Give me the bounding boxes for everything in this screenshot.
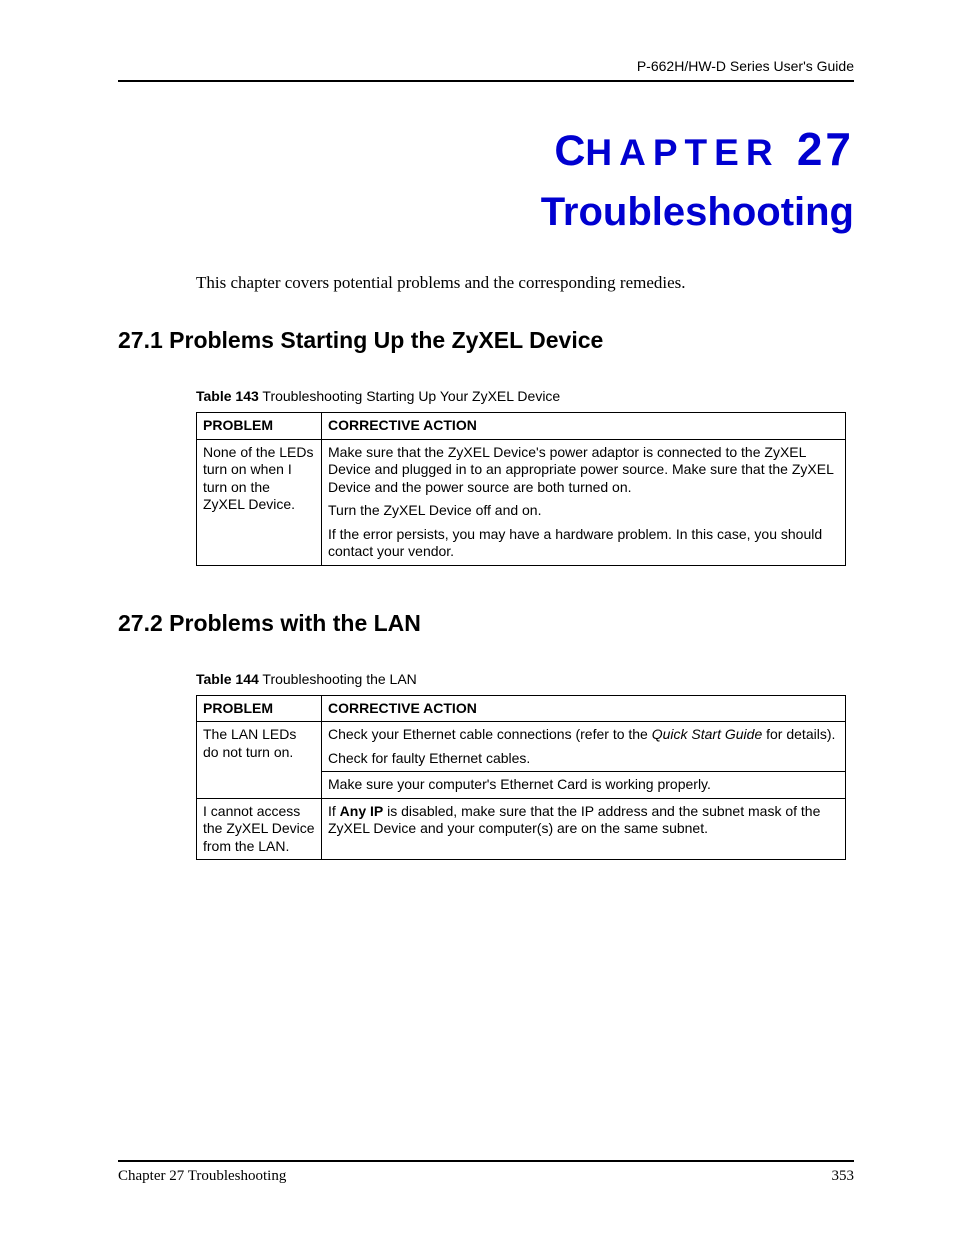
action-text: Turn the ZyXEL Device off and on.: [328, 502, 839, 520]
table-cell-problem: I cannot access the ZyXEL Device from th…: [197, 798, 322, 860]
table-cell-action: If Any IP is disabled, make sure that th…: [322, 798, 846, 860]
action-text: If the error persists, you may have a ha…: [328, 526, 839, 561]
table-144-caption-bold: Table 144: [196, 671, 259, 687]
chapter-title: Troubleshooting: [118, 190, 854, 235]
footer-page-number: 353: [832, 1168, 855, 1185]
table-143-caption: Table 143 Troubleshooting Starting Up Yo…: [196, 388, 854, 404]
table-row: None of the LEDs turn on when I turn on …: [197, 439, 846, 565]
chapter-label-hapter: HAPTER: [585, 132, 779, 173]
table-row: PROBLEM CORRECTIVE ACTION: [197, 695, 846, 722]
table-cell-problem: The LAN LEDs do not turn on.: [197, 722, 322, 799]
header-guide-title: P-662H/HW-D Series User's Guide: [118, 58, 854, 74]
chapter-number: 27: [797, 123, 854, 175]
action-text-post: is disabled, make sure that the IP addre…: [328, 803, 820, 837]
table-row: I cannot access the ZyXEL Device from th…: [197, 798, 846, 860]
table-row: The LAN LEDs do not turn on. Check your …: [197, 722, 846, 772]
header-rule: [118, 80, 854, 82]
table-header-action: CORRECTIVE ACTION: [322, 413, 846, 440]
chapter-header: CHAPTER 27 Troubleshooting: [118, 122, 854, 235]
footer-chapter: Chapter 27 Troubleshooting: [118, 1168, 286, 1185]
action-text: Make sure that the ZyXEL Device's power …: [328, 444, 839, 497]
chapter-label-c: C: [554, 127, 585, 175]
section-heading-2: 27.2 Problems with the LAN: [118, 610, 854, 637]
table-144-caption-rest: Troubleshooting the LAN: [259, 671, 417, 687]
chapter-intro: This chapter covers potential problems a…: [196, 273, 854, 293]
page-footer: Chapter 27 Troubleshooting 353: [118, 1160, 854, 1185]
table-header-action: CORRECTIVE ACTION: [322, 695, 846, 722]
section-heading-1: 27.1 Problems Starting Up the ZyXEL Devi…: [118, 327, 854, 354]
table-header-problem: PROBLEM: [197, 413, 322, 440]
table-143-caption-bold: Table 143: [196, 388, 259, 404]
table-row: PROBLEM CORRECTIVE ACTION: [197, 413, 846, 440]
table-cell-problem: None of the LEDs turn on when I turn on …: [197, 439, 322, 565]
chapter-label: CHAPTER 27: [118, 122, 854, 176]
table-cell-action: Check your Ethernet cable connections (r…: [322, 722, 846, 772]
footer-rule: [118, 1160, 854, 1162]
table-144-caption: Table 144 Troubleshooting the LAN: [196, 671, 854, 687]
table-143-caption-rest: Troubleshooting Starting Up Your ZyXEL D…: [259, 388, 560, 404]
table-cell-action: Make sure your computer's Ethernet Card …: [322, 772, 846, 799]
action-text-bold: Any IP: [340, 803, 384, 819]
action-text: Check for faulty Ethernet cables.: [328, 750, 839, 768]
action-text-italic: Quick Start Guide: [652, 726, 763, 742]
action-text-pre: If: [328, 803, 340, 819]
table-143: PROBLEM CORRECTIVE ACTION None of the LE…: [196, 412, 846, 566]
action-text-pre: Check your Ethernet cable connections (r…: [328, 726, 652, 742]
table-header-problem: PROBLEM: [197, 695, 322, 722]
action-text-post: for details).: [762, 726, 835, 742]
table-144: PROBLEM CORRECTIVE ACTION The LAN LEDs d…: [196, 695, 846, 861]
table-cell-action: Make sure that the ZyXEL Device's power …: [322, 439, 846, 565]
